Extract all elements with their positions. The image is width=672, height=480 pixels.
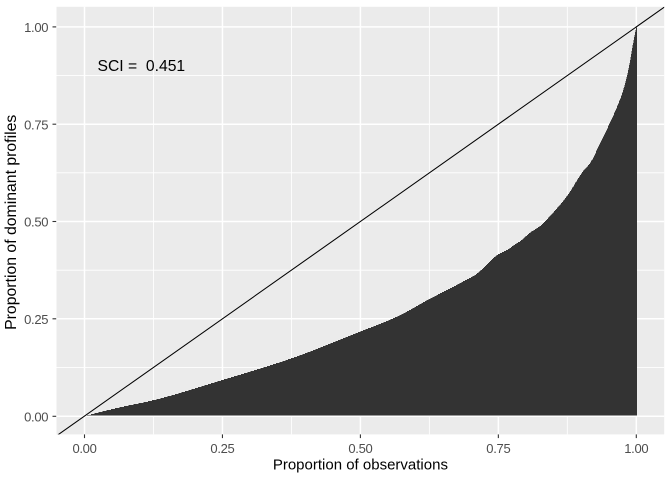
svg-text:0.25: 0.25 — [210, 441, 234, 456]
svg-text:0.25: 0.25 — [24, 312, 48, 327]
svg-text:0.75: 0.75 — [486, 441, 510, 456]
svg-text:Proportion of dominant profile: Proportion of dominant profiles — [3, 115, 20, 330]
svg-text:0.50: 0.50 — [24, 215, 48, 230]
svg-text:0.50: 0.50 — [348, 441, 372, 456]
svg-text:1.00: 1.00 — [624, 441, 648, 456]
svg-text:0.00: 0.00 — [24, 410, 48, 425]
svg-text:SCI = 0.451: SCI = 0.451 — [98, 58, 186, 75]
svg-text:0.00: 0.00 — [72, 441, 96, 456]
svg-text:Proportion of observations: Proportion of observations — [273, 457, 448, 474]
svg-text:1.00: 1.00 — [24, 20, 48, 35]
svg-text:0.75: 0.75 — [24, 117, 48, 132]
